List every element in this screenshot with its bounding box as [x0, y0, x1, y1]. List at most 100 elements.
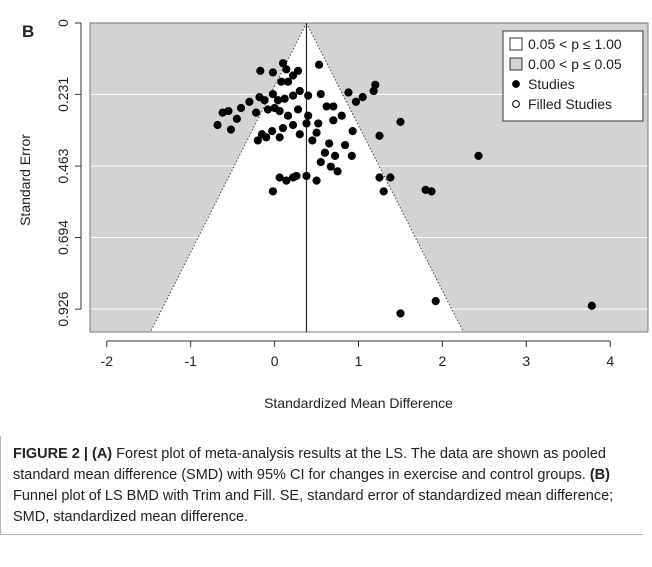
y-tick-label: 0 [55, 19, 71, 27]
x-axis-label: Standardized Mean Difference [264, 395, 453, 411]
study-point [280, 94, 289, 103]
study-point [314, 119, 323, 128]
study-point [340, 140, 350, 150]
study-point [245, 97, 254, 106]
study-point [268, 187, 278, 196]
y-tick-label: 0.463 [55, 148, 71, 183]
study-point [333, 167, 342, 176]
study-point [278, 59, 288, 68]
study-point [295, 130, 304, 139]
study-point [295, 86, 304, 96]
legend-label: 0.05 < p ≤ 1.00 [528, 36, 622, 52]
x-tick-label: 3 [522, 353, 530, 369]
figure-caption: FIGURE 2 | (A) Forest plot of meta-analy… [0, 436, 643, 535]
legend-swatch [509, 57, 523, 71]
legend-label: Filled Studies [528, 96, 612, 112]
study-point [275, 106, 284, 116]
study-point [263, 105, 272, 114]
study-point [329, 102, 338, 111]
study-point [325, 139, 334, 148]
caption-part-a-label: (A) [92, 446, 113, 462]
study-point [312, 176, 321, 185]
study-point [474, 151, 483, 160]
study-point [304, 91, 313, 100]
funnel-plot-figure: -2 -1 0 1 2 3 4 Standardized Mean Difference 0 0.… [17, 19, 649, 411]
study-point [316, 89, 325, 99]
x-tick-label: 1 [355, 353, 363, 369]
legend-label: Studies [528, 76, 575, 92]
study-point [386, 173, 395, 182]
study-point [275, 173, 284, 182]
study-point [369, 86, 378, 96]
study-point [304, 111, 313, 120]
study-point [278, 123, 288, 133]
study-point [379, 187, 388, 196]
study-point [351, 97, 361, 106]
caption-part-b-label: (B) [589, 467, 610, 483]
study-point [302, 119, 311, 128]
study-point [260, 96, 269, 105]
x-tick-label: -1 [184, 353, 197, 369]
study-point [262, 133, 271, 142]
x-tick-label: 4 [606, 353, 614, 369]
x-tick-label: -2 [101, 353, 114, 369]
study-point [314, 60, 324, 69]
study-point [358, 93, 367, 102]
study-point [326, 162, 335, 171]
study-point [431, 297, 440, 306]
panel-label: B [22, 22, 35, 41]
study-point [267, 127, 277, 136]
study-point [308, 136, 317, 145]
legend-swatch [509, 37, 523, 51]
study-point [256, 66, 265, 75]
x-tick-label: 0 [271, 353, 279, 369]
study-point [302, 171, 311, 181]
study-point [320, 148, 330, 157]
study-point [275, 133, 284, 142]
study-point [268, 68, 278, 77]
legend-marker [512, 100, 520, 108]
y-tick-label: 0.694 [55, 220, 71, 255]
study-point [283, 77, 293, 86]
study-point [282, 65, 291, 74]
study-point [288, 120, 298, 130]
study-point [375, 173, 384, 182]
study-point [427, 187, 436, 196]
study-point [273, 96, 283, 105]
study-point [329, 116, 338, 125]
study-point [293, 105, 303, 114]
study-point [312, 128, 321, 137]
study-point [288, 91, 298, 100]
y-tick-label: 0.926 [55, 291, 71, 326]
study-point [283, 111, 293, 120]
legend-box [502, 30, 644, 122]
y-axis-label: Standard Error [17, 134, 33, 226]
study-point [292, 171, 301, 181]
study-point [253, 136, 262, 145]
study-point [232, 114, 241, 123]
study-point [252, 108, 261, 117]
x-tick-label: 2 [439, 353, 447, 369]
study-point [213, 120, 222, 130]
caption-figure-label: FIGURE 2 | [13, 446, 92, 462]
study-point [268, 89, 278, 99]
study-point [347, 151, 356, 160]
study-point [375, 131, 384, 140]
study-point [396, 117, 405, 126]
study-point [277, 77, 286, 86]
study-point [226, 125, 236, 134]
study-point [348, 127, 357, 136]
study-point [587, 301, 596, 310]
study-point [282, 176, 291, 185]
study-point [236, 103, 246, 113]
study-point [330, 151, 340, 160]
legend-label: 0.00 < p ≤ 0.05 [528, 56, 622, 72]
plot-frame [89, 22, 649, 333]
caption-part-a-text: Forest plot of meta-analysis results at … [13, 446, 606, 483]
study-point [396, 309, 405, 318]
legend-marker [512, 80, 520, 88]
funnel-plot: -2 -1 0 1 2 3 4 Standardized Mean Difference 0 0.… [17, 19, 649, 411]
funnel-left-edge [149, 22, 307, 333]
y-tick-label: 0.231 [55, 77, 71, 112]
caption-part-b-text: Funnel plot of LS BMD with Trim and Fill… [13, 488, 614, 525]
